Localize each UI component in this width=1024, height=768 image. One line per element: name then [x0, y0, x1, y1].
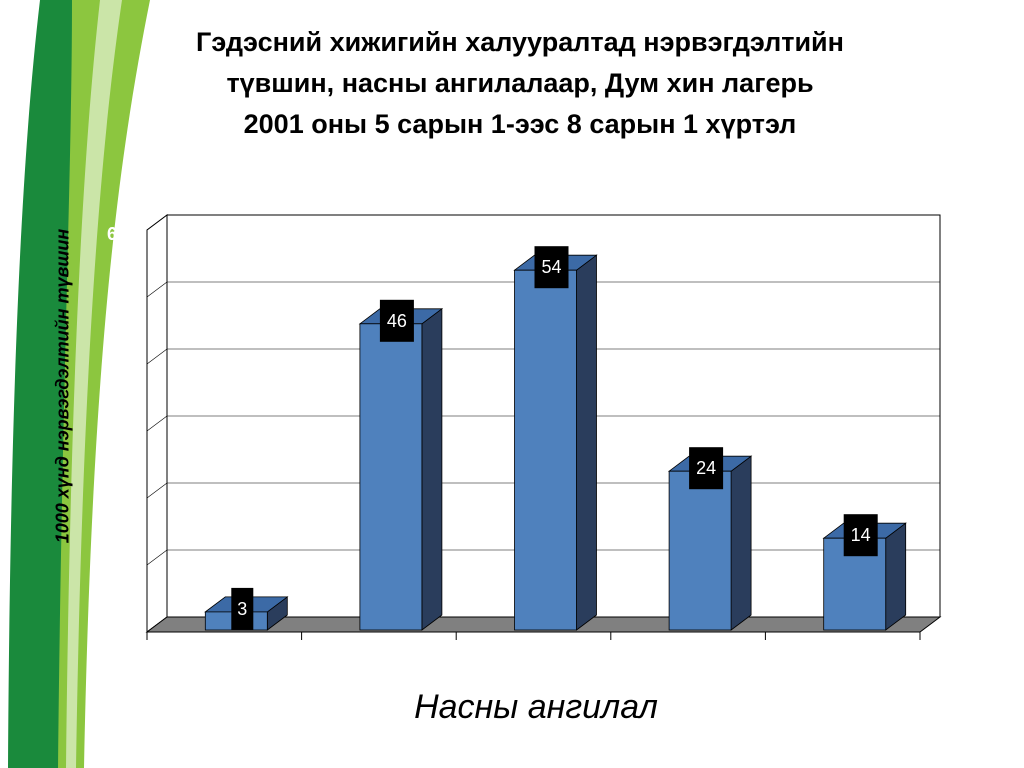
gridline-left-40 [146, 348, 168, 365]
gridline-left-10 [146, 549, 168, 566]
title-line-1: Гэдэсний хижигийн халууралтад нэрвэгдэлт… [196, 27, 844, 57]
data-label-box-0 [231, 587, 254, 630]
data-label-2: 54 [541, 257, 561, 277]
bar-3 [668, 470, 732, 631]
bar-side-2 [576, 254, 597, 631]
data-label-box-2 [534, 246, 569, 289]
y-tick-label-60: 60 [107, 224, 127, 244]
gridline-left-50 [146, 281, 168, 298]
data-label-box-4 [843, 514, 878, 557]
bar-2 [514, 269, 577, 631]
title-line-2: түвшин, насны ангилалаар, Дум хин лагерь [226, 68, 814, 98]
swoosh-dark [8, 0, 118, 768]
data-label-0: 3 [237, 599, 247, 619]
bar-1 [359, 323, 423, 631]
x-axis-label: Насны ангилал [414, 688, 658, 726]
title-line-3: 2001 оны 5 сарын 1-ээс 8 сарын 1 хүртэл [243, 109, 797, 139]
bar-side-1 [421, 307, 443, 631]
chart-title: Гэдэсний хижигийн халууралтад нэрвэгдэлт… [100, 22, 940, 145]
gridline-left-60 [146, 214, 168, 231]
bar-side-3 [730, 455, 752, 631]
data-label-3: 24 [696, 458, 716, 478]
swoosh-light [58, 0, 150, 768]
swoosh-white-band [66, 0, 122, 768]
bar-side-4 [885, 522, 907, 631]
gridline-left-30 [146, 415, 168, 432]
data-label-box-1 [379, 299, 414, 342]
data-label-4: 14 [851, 525, 871, 545]
data-label-box-3 [689, 447, 724, 490]
gridline-left-20 [146, 482, 168, 499]
data-label-1: 46 [387, 311, 407, 331]
